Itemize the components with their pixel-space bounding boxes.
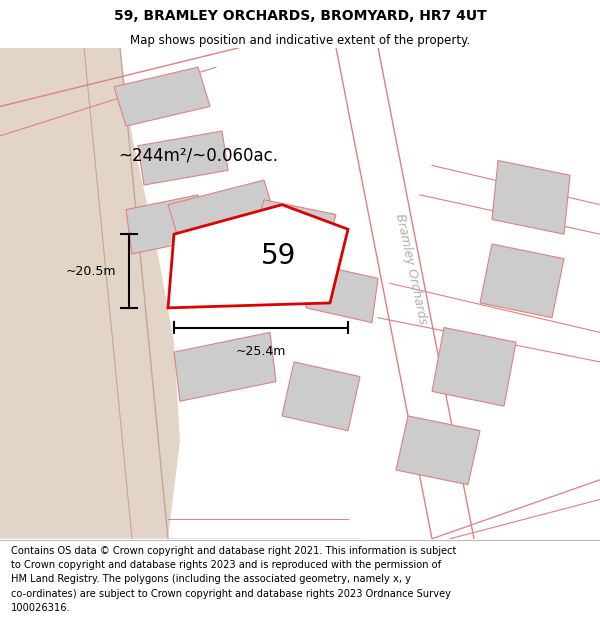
Text: ~20.5m: ~20.5m <box>65 264 116 278</box>
Polygon shape <box>396 416 480 485</box>
Text: ~25.4m: ~25.4m <box>236 345 286 358</box>
Polygon shape <box>126 195 204 254</box>
Polygon shape <box>168 205 348 308</box>
Polygon shape <box>282 362 360 431</box>
Polygon shape <box>492 161 570 234</box>
Polygon shape <box>432 328 516 406</box>
Polygon shape <box>306 264 378 322</box>
Polygon shape <box>114 67 210 126</box>
Text: Bramley Orchards: Bramley Orchards <box>393 212 429 325</box>
Polygon shape <box>168 180 276 244</box>
Polygon shape <box>138 131 228 185</box>
Polygon shape <box>480 244 564 318</box>
Text: ~244m²/~0.060ac.: ~244m²/~0.060ac. <box>118 147 278 164</box>
Polygon shape <box>174 332 276 401</box>
Polygon shape <box>0 48 180 539</box>
Text: Map shows position and indicative extent of the property.: Map shows position and indicative extent… <box>130 34 470 48</box>
Polygon shape <box>252 200 336 259</box>
Text: 59: 59 <box>261 242 296 270</box>
Text: 59, BRAMLEY ORCHARDS, BROMYARD, HR7 4UT: 59, BRAMLEY ORCHARDS, BROMYARD, HR7 4UT <box>113 9 487 24</box>
Text: Contains OS data © Crown copyright and database right 2021. This information is : Contains OS data © Crown copyright and d… <box>11 546 456 613</box>
